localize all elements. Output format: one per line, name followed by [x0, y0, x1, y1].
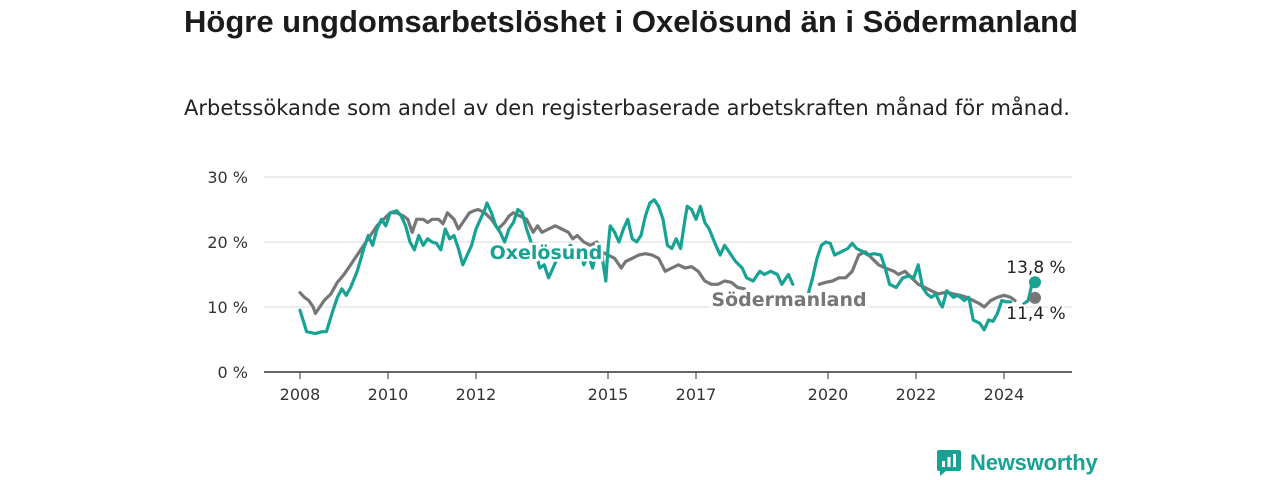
x-tick-label: 2017 [676, 385, 717, 404]
y-tick-label: 30 % [207, 168, 248, 187]
series-line-södermanland [817, 250, 1017, 309]
line-chart: 0 % 10 % 20 % 30 % 2008 2010 2012 2015 2017 2020… [207, 168, 1072, 404]
x-tick-label: 2010 [368, 385, 409, 404]
y-tick-label: 10 % [207, 298, 248, 317]
series-labels: Oxelösund Södermanland 13,8 % 11,4 % [487, 240, 1068, 327]
chart-subtitle: Arbetssökande som andel av den registerb… [184, 96, 1070, 120]
series-label-oxelosund: Oxelösund [490, 242, 603, 264]
series-lines [298, 198, 1035, 336]
series-line-oxelösund [806, 240, 1013, 332]
y-tick-label: 20 % [207, 233, 248, 252]
series-line-oxelösund [1022, 279, 1035, 306]
x-tick-label: 2024 [984, 385, 1025, 404]
end-label-sodermanland: 11,4 % [1006, 304, 1065, 324]
chart-title: Högre ungdomsarbetslöshet i Oxelösund än… [184, 4, 1078, 39]
x-tick-label: 2015 [588, 385, 629, 404]
brand-logo: Newsworthy [936, 448, 1098, 478]
end-point-södermanland [1029, 291, 1041, 304]
newsworthy-logo-icon [937, 450, 961, 476]
series-line-oxelösund [298, 198, 795, 336]
x-tick-label: 2012 [456, 385, 497, 404]
x-tick-label: 2008 [280, 385, 321, 404]
x-tick-label: 2022 [896, 385, 937, 404]
x-axis: 2008 2010 2012 2015 2017 2020 2022 2024 [264, 371, 1072, 404]
y-axis-ticks: 0 % 10 % 20 % 30 % [207, 168, 248, 382]
series-label-sodermanland: Södermanland [711, 289, 866, 311]
y-tick-label: 0 % [218, 363, 248, 382]
end-label-oxelosund: 13,8 % [1006, 258, 1065, 278]
brand-name: Newsworthy [970, 450, 1098, 475]
x-tick-label: 2020 [808, 385, 849, 404]
end-point-oxelösund [1029, 276, 1041, 289]
